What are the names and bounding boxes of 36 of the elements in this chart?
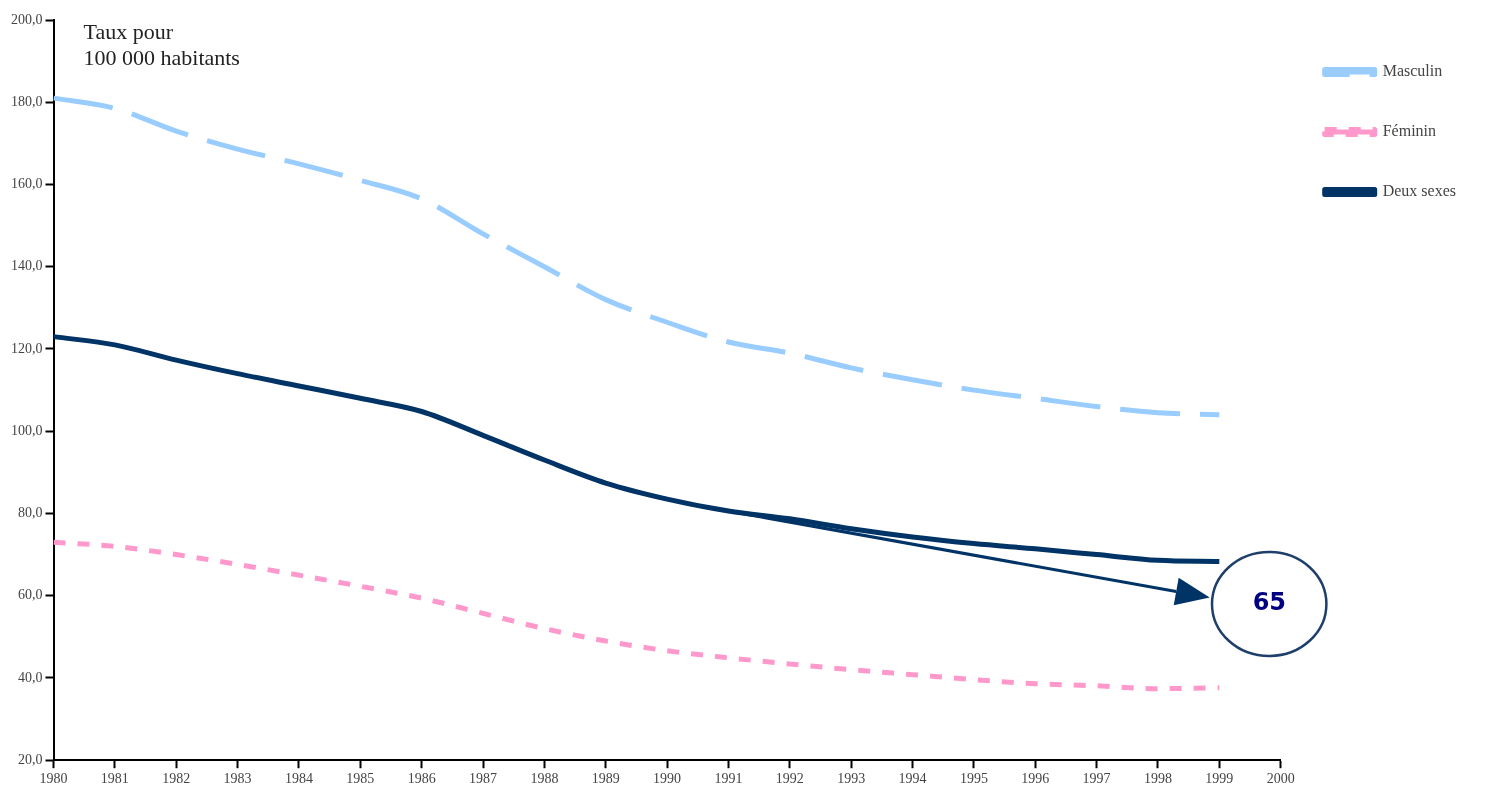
legend-label: Masculin [1382, 62, 1443, 80]
y-tick-label: 120,0 [11, 340, 43, 356]
legend-label: Deux sexes [1382, 182, 1456, 200]
x-tick-label: 1992 [775, 771, 804, 787]
y-tick-label: 180,0 [11, 93, 43, 109]
x-tick-label: 1981 [100, 771, 129, 787]
x-tick-label: 1997 [1082, 771, 1111, 787]
legend-label: Féminin [1382, 122, 1437, 140]
x-tick-label: 1996 [1021, 771, 1050, 787]
y-tick-label: 100,0 [11, 422, 43, 438]
y-tick-label: 60,0 [18, 587, 43, 603]
y-tick-label: 200,0 [11, 11, 43, 27]
x-tick-label: 1999 [1205, 771, 1234, 787]
x-tick-label: 1985 [346, 771, 375, 787]
y-tick-label: 40,0 [18, 669, 43, 685]
y-tick-label: 80,0 [18, 505, 43, 521]
y-tick-label: 160,0 [11, 176, 43, 192]
x-tick-label: 1993 [837, 771, 866, 787]
x-tick-label: 1980 [39, 771, 68, 787]
x-tick-label: 1988 [530, 771, 559, 787]
x-tick-label: 1990 [653, 771, 682, 787]
annotation: 65 [1251, 587, 1288, 616]
x-tick-label: 1989 [591, 771, 620, 787]
x-tick-label: 1987 [469, 771, 498, 787]
x-tick-label: 1983 [223, 771, 252, 787]
x-tick-label: 1984 [284, 771, 313, 787]
x-tick-label: 1994 [898, 771, 927, 787]
x-tick-label: 2000 [1266, 771, 1295, 787]
x-tick-label: 1998 [1143, 771, 1172, 787]
y-axis-title: Taux pour 100 000 habitants [83, 18, 240, 70]
x-tick-label: 1991 [714, 771, 743, 787]
x-tick-label: 1986 [407, 771, 436, 787]
x-tick-label: 1982 [162, 771, 191, 787]
x-tick-label: 1995 [959, 771, 988, 787]
y-tick-label: 140,0 [11, 258, 43, 274]
y-tick-label: 20,0 [18, 751, 43, 767]
